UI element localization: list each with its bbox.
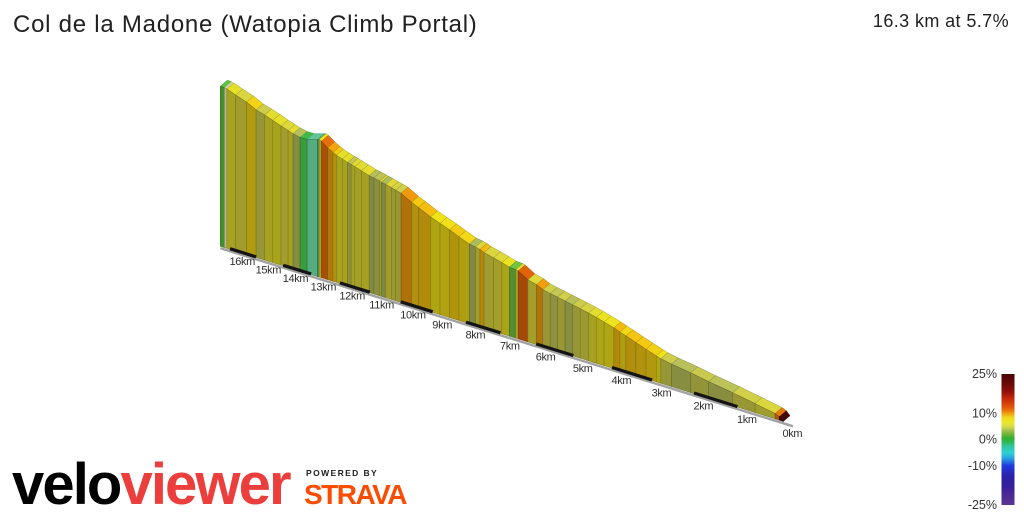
svg-text:-10%: -10% (968, 459, 997, 473)
svg-text:16km: 16km (230, 256, 256, 268)
svg-text:10km: 10km (400, 309, 426, 321)
svg-text:6km: 6km (536, 352, 556, 364)
svg-text:11km: 11km (369, 300, 394, 312)
svg-text:25%: 25% (972, 367, 997, 381)
svg-text:0%: 0% (979, 433, 997, 447)
svg-text:8km: 8km (466, 330, 486, 342)
svg-text:0km: 0km (783, 428, 803, 440)
svg-text:9km: 9km (432, 319, 452, 331)
svg-text:15km: 15km (256, 264, 282, 276)
svg-text:10%: 10% (972, 407, 997, 421)
svg-text:14km: 14km (283, 273, 309, 285)
svg-text:7km: 7km (500, 340, 520, 352)
svg-text:1km: 1km (737, 414, 757, 426)
svg-text:5km: 5km (573, 363, 593, 375)
svg-text:4km: 4km (612, 375, 632, 387)
svg-text:13km: 13km (311, 281, 337, 293)
svg-text:2km: 2km (694, 401, 714, 413)
svg-text:-25%: -25% (968, 498, 997, 512)
svg-text:3km: 3km (652, 388, 672, 400)
svg-text:12km: 12km (339, 290, 365, 302)
